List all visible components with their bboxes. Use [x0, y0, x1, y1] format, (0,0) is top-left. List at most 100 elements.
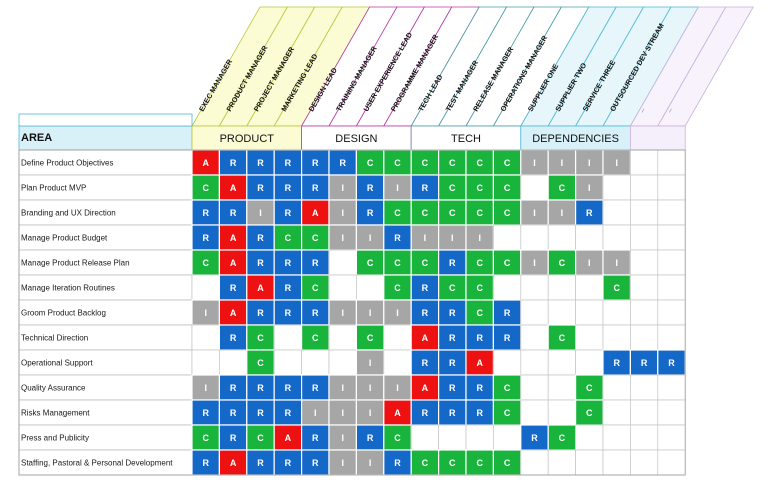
raci-cell[interactable] [301, 399, 330, 426]
raci-cell[interactable] [383, 324, 412, 351]
raci-cell[interactable] [492, 399, 522, 426]
raci-cell[interactable] [657, 149, 686, 176]
raci-cell[interactable] [191, 249, 220, 276]
raci-cell[interactable] [547, 249, 577, 276]
raci-cell[interactable] [574, 199, 604, 226]
raci-cell[interactable] [493, 224, 522, 251]
raci-cell[interactable] [383, 274, 412, 301]
raci-cell[interactable] [493, 274, 522, 301]
raci-cell[interactable] [602, 324, 631, 351]
raci-cell[interactable] [246, 249, 275, 276]
raci-cell[interactable] [575, 299, 604, 326]
raci-cell[interactable] [575, 424, 604, 451]
raci-cell[interactable] [602, 224, 631, 251]
raci-cell[interactable] [246, 299, 275, 326]
raci-cell[interactable] [547, 224, 576, 251]
raci-cell[interactable] [657, 174, 686, 201]
raci-cell[interactable] [520, 324, 549, 351]
raci-cell[interactable] [574, 399, 604, 426]
raci-cell[interactable] [574, 174, 604, 201]
raci-cell[interactable] [492, 174, 522, 201]
raci-cell[interactable] [547, 299, 576, 326]
raci-cell[interactable] [602, 174, 631, 201]
raci-cell[interactable] [630, 224, 659, 251]
raci-cell[interactable] [547, 274, 576, 301]
raci-cell[interactable] [301, 449, 330, 476]
raci-cell[interactable] [630, 274, 659, 301]
raci-cell[interactable] [218, 274, 248, 301]
raci-cell[interactable] [630, 174, 659, 201]
raci-cell[interactable] [657, 299, 686, 326]
raci-cell[interactable] [246, 349, 275, 376]
raci-cell[interactable] [191, 224, 220, 251]
raci-cell[interactable] [383, 224, 412, 251]
raci-cell[interactable] [520, 399, 549, 426]
raci-cell[interactable] [520, 299, 549, 326]
raci-cell[interactable] [438, 249, 467, 276]
raci-cell[interactable] [602, 199, 631, 226]
raci-cell[interactable] [465, 324, 494, 351]
raci-cell[interactable] [383, 374, 412, 401]
raci-cell[interactable] [273, 324, 302, 351]
raci-cell[interactable] [630, 249, 659, 276]
raci-cell[interactable] [630, 324, 659, 351]
raci-cell[interactable] [520, 174, 549, 201]
raci-cell[interactable] [328, 299, 357, 326]
raci-cell[interactable] [547, 349, 576, 376]
raci-cell[interactable] [328, 349, 357, 376]
raci-cell[interactable] [465, 199, 494, 226]
raci-cell[interactable] [465, 449, 494, 476]
raci-cell[interactable] [273, 274, 303, 301]
raci-cell[interactable] [520, 449, 549, 476]
raci-cell[interactable] [492, 149, 522, 176]
raci-cell[interactable] [602, 149, 631, 176]
raci-cell[interactable] [438, 449, 467, 476]
raci-cell[interactable] [547, 374, 576, 401]
raci-cell[interactable] [246, 324, 275, 351]
raci-cell[interactable] [301, 349, 330, 376]
raci-cell[interactable] [657, 249, 686, 276]
raci-cell[interactable] [191, 199, 220, 226]
raci-cell[interactable] [273, 399, 303, 426]
raci-cell[interactable] [328, 374, 357, 401]
raci-cell[interactable] [465, 149, 494, 176]
raci-cell[interactable] [191, 299, 220, 326]
raci-cell[interactable] [355, 224, 385, 251]
raci-cell[interactable] [383, 424, 412, 451]
raci-cell[interactable] [547, 199, 577, 226]
raci-cell[interactable] [218, 299, 248, 326]
raci-cell[interactable] [575, 274, 604, 301]
raci-cell[interactable] [410, 449, 440, 476]
raci-cell[interactable] [246, 199, 275, 226]
raci-cell[interactable] [520, 274, 549, 301]
raci-cell[interactable] [301, 299, 330, 326]
raci-cell[interactable] [465, 424, 494, 451]
raci-cell[interactable] [575, 324, 604, 351]
raci-cell[interactable] [410, 424, 439, 451]
raci-cell[interactable] [191, 374, 220, 401]
raci-cell[interactable] [575, 349, 604, 376]
raci-cell[interactable] [465, 274, 494, 301]
raci-cell[interactable] [410, 224, 440, 251]
raci-cell[interactable] [602, 374, 631, 401]
raci-cell[interactable] [438, 424, 467, 451]
raci-cell[interactable] [246, 174, 275, 201]
raci-cell[interactable] [520, 349, 549, 376]
raci-cell[interactable] [383, 174, 412, 201]
raci-cell[interactable] [547, 399, 576, 426]
raci-cell[interactable] [273, 374, 303, 401]
raci-cell[interactable] [191, 274, 220, 301]
raci-cell[interactable] [246, 424, 275, 451]
raci-cell[interactable] [547, 449, 576, 476]
raci-cell[interactable] [246, 399, 275, 426]
raci-cell[interactable] [218, 249, 248, 276]
raci-cell[interactable] [218, 449, 248, 476]
raci-cell[interactable] [657, 199, 686, 226]
raci-cell[interactable] [602, 399, 631, 426]
raci-cell[interactable] [629, 349, 659, 376]
raci-cell[interactable] [301, 249, 330, 276]
raci-cell[interactable] [574, 249, 604, 276]
raci-cell[interactable] [492, 199, 522, 226]
raci-cell[interactable] [218, 224, 248, 251]
raci-cell[interactable] [630, 149, 659, 176]
